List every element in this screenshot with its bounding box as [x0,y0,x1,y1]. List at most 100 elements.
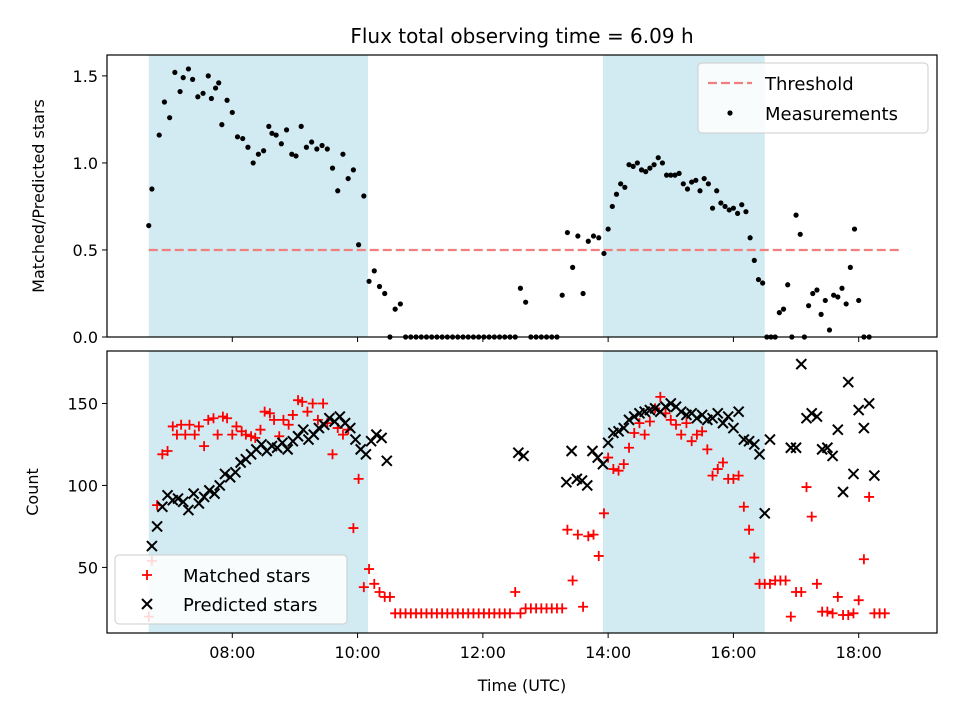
matched-star-point [613,465,624,476]
predicted-star-point [297,423,309,436]
measurement-point [376,283,383,290]
measurement-point [335,188,341,194]
predicted-star-point [618,422,630,434]
predicted-star-point [156,501,169,513]
predicted-star-point [858,422,870,434]
predicted-star-point [512,446,525,459]
measurement-point [734,210,741,217]
matched-star-point [681,418,692,429]
predicted-star-point [863,397,875,410]
x-tick-label: 10:00 [335,643,381,662]
predicted-star-point [581,479,593,492]
predicted-star-point [146,540,158,552]
measurement-point [289,151,295,157]
measurement-point [647,165,653,171]
matched-star-point [255,424,266,435]
bottom-y-axis-label: Count [23,468,42,516]
matched-star-point [269,414,280,425]
legend-box [114,554,348,625]
measurement-point [684,186,691,192]
measurement-point [392,306,398,312]
matched-star-point [593,550,604,561]
measurement-point [261,148,267,154]
measurement-point [319,142,325,149]
legend-predicted-label: Predicted stars [183,595,317,616]
predicted-star-point [517,450,530,462]
matched-star-point [702,444,713,455]
measurement-point [523,299,529,305]
matched-star-point [203,414,214,425]
predicted-star-point [837,486,849,498]
measurement-point [146,222,152,229]
measurement-point [676,170,682,176]
legend-box [697,62,929,134]
legend-measurements-swatch [727,110,733,116]
predicted-star-point [764,433,776,446]
predicted-star-point [826,450,839,462]
measurement-point [655,155,661,161]
measurement-point [672,172,678,178]
measurement-point [167,115,173,121]
measurement-point [609,203,615,210]
matched-star-point [697,426,708,437]
measurement-point [340,151,346,157]
measurement-point [250,160,256,166]
measurement-point [835,294,841,300]
predicted-star-point [323,412,336,424]
y-tick-label: 0.5 [73,241,98,260]
predicted-star-point [602,437,614,449]
measurement-point [709,205,716,211]
measurement-point [793,212,799,218]
predicted-star-point [868,469,881,482]
predicted-star-point [753,448,766,460]
predicted-star-point [182,504,195,516]
matched-star-point [231,421,242,432]
measurement-point [822,297,828,304]
matched-star-point [283,419,294,430]
matched-star-point [827,608,838,619]
measurement-point [371,268,377,274]
observing-window [602,351,765,633]
measurement-point [293,153,299,159]
predicted-star-point [790,442,802,454]
measurement-point [356,242,362,248]
measurement-point [668,172,674,178]
matched-star-point [744,524,755,535]
legend-predicted-swatch [141,598,153,610]
matched-star-point [691,429,702,440]
measurement-point [212,85,219,91]
measurement-point [585,238,591,244]
measurement-point [224,97,230,103]
matched-star-point [738,501,749,512]
axes-frame [106,350,938,634]
measurement-point [195,94,201,100]
matched-star-point [603,452,614,463]
measurement-point [517,285,524,291]
matched-star-point [764,578,775,589]
predicted-star-point [597,458,609,470]
matched-star-point [598,508,609,519]
measurement-point [810,290,816,297]
measurement-point [805,303,812,309]
matched-star-point [848,608,859,619]
measurement-point [329,165,336,171]
measurement-point [701,175,707,182]
predicted-star-point [795,358,807,370]
measurement-point [303,144,310,150]
matched-star-point [327,449,338,460]
matched-star-point [176,419,187,430]
predicted-star-point [151,520,163,533]
measurement-point [382,290,388,297]
measurement-point [785,282,791,288]
measurement-point [797,231,803,237]
matched-star-point [510,587,521,598]
measurement-point [751,257,757,264]
measurement-point [689,179,695,185]
matched-star-point [189,429,200,440]
matched-star-point [240,429,251,440]
measurement-point [630,163,636,170]
matched-star-point [811,578,822,589]
matched-star-point [728,473,739,484]
matched-star-point [193,421,204,432]
predicted-star-point [732,405,745,418]
